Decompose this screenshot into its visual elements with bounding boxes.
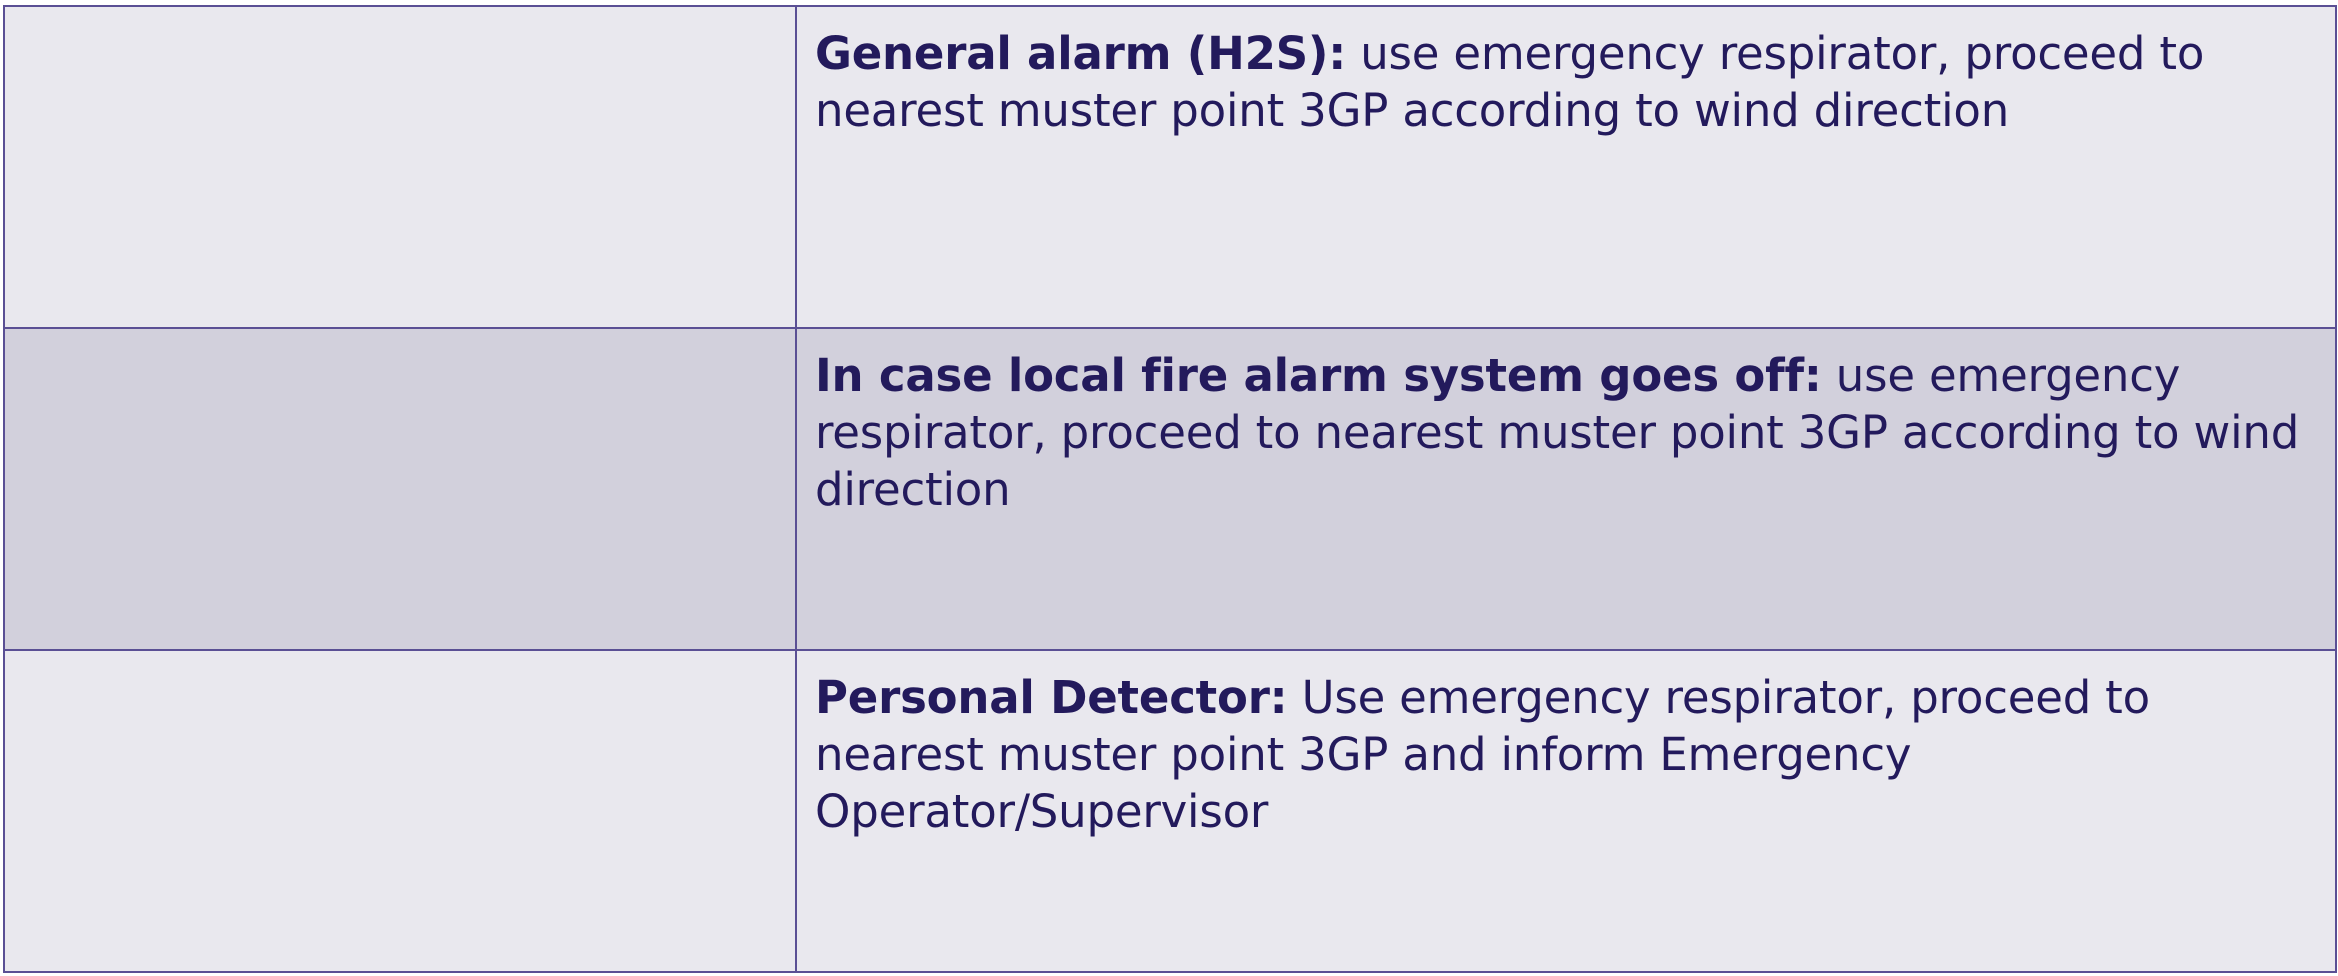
empty-left-cell [3,327,797,651]
instruction-cell: Personal Detector: Use emergency respira… [795,649,2337,973]
instruction-cell: General alarm (H2S): use emergency respi… [795,5,2337,329]
empty-left-cell [3,649,797,973]
alarm-response-table: General alarm (H2S): use emergency respi… [3,5,2337,973]
instruction-heading: General alarm (H2S): [815,27,1347,80]
instruction-body: use emergency respirator, proceed to nea… [815,27,2205,137]
instruction-body: Use emergency respirator, proceed to nea… [815,671,2150,838]
table-row: In case local fire alarm system goes off… [3,327,2337,651]
empty-left-cell [3,5,797,329]
instruction-heading: Personal Detector: [815,671,1288,724]
instruction-body: use emergency respirator, proceed to nea… [815,349,2300,516]
table-row: Personal Detector: Use emergency respira… [3,649,2337,973]
instruction-text: Personal Detector: Use emergency respira… [797,651,2335,840]
instruction-text: General alarm (H2S): use emergency respi… [797,7,2335,139]
instruction-heading: In case local fire alarm system goes off… [815,349,1822,402]
instruction-cell: In case local fire alarm system goes off… [795,327,2337,651]
table-row: General alarm (H2S): use emergency respi… [3,5,2337,329]
instruction-text: In case local fire alarm system goes off… [797,329,2335,518]
